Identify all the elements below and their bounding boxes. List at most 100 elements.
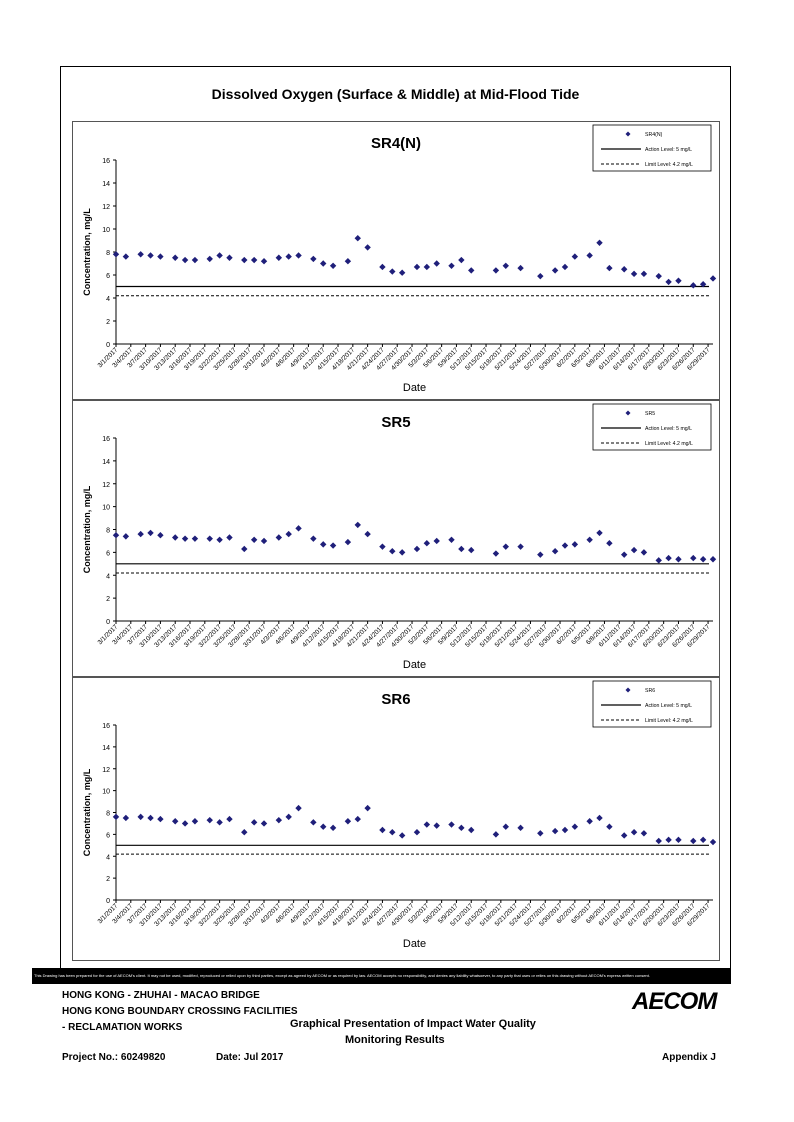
data-point [492,267,500,274]
y-tick-label: 16 [102,723,110,730]
project-name-line2: HONG KONG BOUNDARY CROSSING FACILITIES [62,1006,298,1017]
data-point [172,254,179,261]
chart-title: SR5 [381,414,410,431]
data-point [675,836,682,844]
y-tick-label: 4 [106,296,110,303]
data-point [606,540,613,547]
data-point [423,821,431,828]
chart-title: SR6 [381,691,410,708]
data-point [571,823,579,830]
data-point [606,264,613,272]
data-point [295,804,302,812]
data-point [468,267,475,274]
data-point [250,819,258,826]
data-point [413,828,421,836]
data-point [620,266,628,273]
data-point [630,270,638,278]
data-point [586,536,593,543]
data-point [640,270,648,278]
data-point [665,836,672,844]
data-point [112,251,120,258]
data-point [379,263,386,271]
data-point [241,828,248,836]
x-axis-label: Date [403,659,426,671]
data-point [206,535,213,542]
data-point [122,814,130,822]
legend-label: Limit Level: 4.2 mg/L [645,162,693,168]
y-tick-label: 10 [102,789,110,796]
data-point [492,550,500,557]
y-tick-label: 8 [106,528,110,535]
data-point [172,818,179,825]
data-point [354,235,361,242]
data-point [191,818,199,825]
data-point [344,258,352,265]
y-tick-label: 8 [106,250,110,257]
legend-label: Limit Level: 4.2 mg/L [645,718,693,724]
y-tick-label: 8 [106,811,110,818]
data-point [329,542,337,549]
data-point [675,556,682,563]
data-point [551,267,559,274]
data-point [620,551,628,558]
chart-panel-sr5: SR5 0 2 4 6 8 10 12 14 16 Concentration, mg/L 3/1/2… [72,400,720,677]
data-point [320,823,327,830]
data-point [502,823,509,830]
data-point [181,820,189,827]
data-point [157,253,164,260]
data-point [468,546,475,554]
data-point [260,820,268,827]
data-point [709,275,717,282]
data-point [295,525,302,532]
data-point [433,537,440,545]
data-point [586,252,593,259]
data-point [147,252,154,259]
data-point [364,244,371,251]
data-point [699,836,707,844]
data-point [655,272,662,280]
data-point [398,269,406,276]
data-point [329,824,337,832]
data-point [379,826,386,834]
data-point [310,819,317,826]
data-point [561,542,569,549]
y-tick-label: 12 [102,767,110,774]
legend-marker [625,131,631,137]
data-point [458,824,465,832]
data-point [502,262,509,269]
y-tick-label: 6 [106,273,110,280]
data-point [571,541,579,548]
data-point [344,818,352,825]
y-tick-label: 2 [106,876,110,883]
data-point [389,548,396,555]
data-point [285,530,292,538]
data-point [620,832,628,839]
legend-box [592,680,712,728]
data-point [295,252,302,259]
data-point [260,258,268,265]
data-point [571,253,579,260]
data-point [630,546,638,554]
data-point [241,545,248,553]
x-axis-label: Date [403,938,426,950]
y-axis-label: Concentration, mg/L [82,485,92,573]
data-point [137,530,144,538]
data-point [699,556,707,563]
data-point [216,819,223,826]
data-point [206,255,213,263]
chart-panel-sr4n: SR4(N) 0 2 4 6 8 10 12 14 16 Concentration, mg/L 3/… [72,121,720,400]
data-point [191,256,199,264]
data-point [112,532,120,539]
data-point [433,260,440,267]
y-tick-label: 14 [102,745,110,752]
legend-label: SR6 [645,688,655,694]
data-point [413,545,421,553]
drawing-title-line1: Graphical Presentation of Impact Water Q… [290,1018,536,1030]
data-point [329,262,337,269]
data-point [690,837,697,845]
data-point [147,814,154,822]
disclaimer-bar: This Drawing has been prepared for the u… [32,968,731,984]
data-point [226,254,233,261]
data-point [364,804,371,812]
legend-box [592,124,712,172]
